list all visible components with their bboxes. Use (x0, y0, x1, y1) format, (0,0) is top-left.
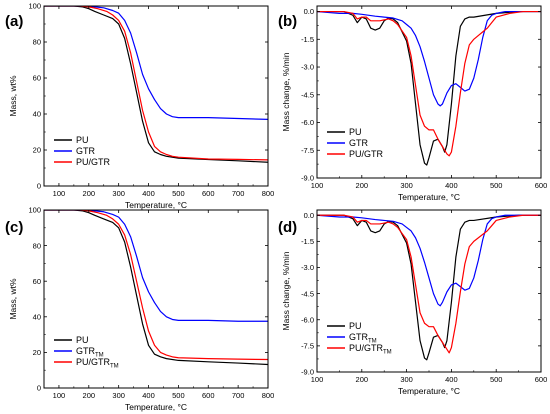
x-tick-label: 300 (112, 189, 125, 198)
series-line-gtr (317, 10, 541, 107)
panel-label: (b) (278, 13, 297, 30)
y-tick-label: 80 (33, 241, 41, 250)
series-line-pu-gtr (44, 6, 268, 161)
x-tick-label: 600 (535, 181, 548, 190)
panel-c: 100 200 300 400 500 600 700 800 0 20 40 60 80 100 Temp… (5, 206, 274, 412)
panel-b: 100 200 300 400 500 600 0.0 -1.5 -3.0 -4.5 -6.0 -7.… (278, 5, 548, 202)
y-tick-label: -6.0 (301, 118, 314, 127)
y-tick-label: -4.5 (301, 289, 314, 298)
y-tick-label: -3.0 (301, 63, 314, 72)
panel-label: (d) (278, 219, 297, 236)
series-line-pu-gtr (44, 210, 268, 361)
y-tick-label: -6.0 (301, 315, 314, 324)
y-tick-label: 60 (33, 277, 41, 286)
legend-label: PU (349, 127, 362, 137)
y-tick-label: -9.0 (301, 368, 314, 377)
x-tick-label: 500 (172, 189, 185, 198)
series-line-gtr (317, 214, 541, 307)
x-tick-label: 200 (83, 391, 96, 400)
legend-label: GTR (76, 146, 95, 156)
y-tick-label: -9.0 (301, 174, 314, 183)
y-tick-label: 80 (33, 38, 41, 47)
x-tick-label: 500 (490, 375, 503, 384)
legend-label: GTR (349, 138, 368, 148)
legend-label: PU/GTRTM (76, 357, 119, 370)
y-tick-label: 100 (28, 2, 41, 11)
x-axis-label: Temperature, °C (125, 200, 187, 210)
x-tick-label: 300 (400, 375, 413, 384)
x-tick-label: 500 (490, 181, 503, 190)
x-tick-label: 100 (311, 375, 324, 384)
y-tick-label: 0 (37, 384, 41, 393)
x-tick-label: 700 (232, 189, 245, 198)
x-tick-label: 400 (445, 375, 458, 384)
legend-label: PU (349, 321, 362, 331)
x-tick-label: 400 (445, 181, 458, 190)
y-tick-label: -7.5 (301, 146, 314, 155)
y-tick-label: -3.0 (301, 263, 314, 272)
panel-a: 100 200 300 400 500 600 700 800 0 20 40 60 80 100 Temp… (5, 2, 274, 210)
x-tick-label: 600 (202, 189, 215, 198)
legend-label: PU/GTR (76, 157, 111, 167)
series-line-pu-gtr (317, 10, 541, 157)
y-axis-label: Mass, wt% (8, 75, 18, 117)
y-tick-label: 60 (33, 74, 41, 83)
series-line-gtr (44, 210, 268, 322)
series-line-pu (44, 210, 268, 366)
y-tick-label: -1.5 (301, 35, 314, 44)
x-tick-label: 400 (142, 189, 155, 198)
x-axis-label: Temperature, °C (125, 402, 187, 412)
panel-label: (c) (5, 219, 23, 236)
y-axis-label: Mass, wt% (8, 278, 18, 320)
y-tick-label: 0 (37, 182, 41, 191)
x-tick-label: 600 (535, 375, 548, 384)
x-tick-label: 800 (262, 189, 275, 198)
y-tick-label: -7.5 (301, 342, 314, 351)
x-tick-label: 200 (83, 189, 96, 198)
x-axis-label: Temperature, °C (398, 386, 460, 396)
legend-label: GTRTM (76, 346, 104, 359)
x-tick-label: 100 (53, 189, 66, 198)
y-tick-label: 0.0 (304, 211, 314, 220)
legend-label: PU (76, 135, 89, 145)
legend-label: PU (76, 335, 89, 345)
y-axis-label: Mass change, %/min (281, 52, 291, 131)
y-tick-label: -1.5 (301, 237, 314, 246)
panel-label: (a) (5, 13, 23, 30)
panel-d: 100 200 300 400 500 600 0.0 -1.5 -3.0 -4.5 -6.0 -7.… (278, 209, 548, 396)
x-tick-label: 200 (356, 375, 369, 384)
x-tick-label: 300 (400, 181, 413, 190)
y-tick-label: 40 (33, 313, 41, 322)
x-axis-label: Temperature, °C (398, 192, 460, 202)
series-line-gtr (44, 6, 268, 120)
y-tick-label: -4.5 (301, 90, 314, 99)
legend-label: PU/GTRTM (349, 343, 392, 356)
x-tick-label: 800 (262, 391, 275, 400)
x-tick-label: 200 (356, 181, 369, 190)
x-tick-label: 400 (142, 391, 155, 400)
series-line-pu (317, 214, 541, 361)
y-tick-label: 40 (33, 110, 41, 119)
series-line-pu (44, 6, 268, 163)
y-axis-label: Mass change, %/min (281, 251, 291, 330)
legend-label: GTRTM (349, 332, 377, 345)
y-tick-label: 0.0 (304, 7, 314, 16)
y-tick-label: 100 (28, 206, 41, 215)
x-tick-label: 100 (53, 391, 66, 400)
x-tick-label: 300 (112, 391, 125, 400)
x-tick-label: 500 (172, 391, 185, 400)
x-tick-label: 700 (232, 391, 245, 400)
series-line-pu (317, 10, 541, 166)
y-tick-label: 20 (33, 348, 41, 357)
y-tick-label: 20 (33, 146, 41, 155)
series-line-pu-gtr (317, 214, 541, 354)
x-tick-label: 100 (311, 181, 324, 190)
legend-label: PU/GTR (349, 149, 384, 159)
x-tick-label: 600 (202, 391, 215, 400)
